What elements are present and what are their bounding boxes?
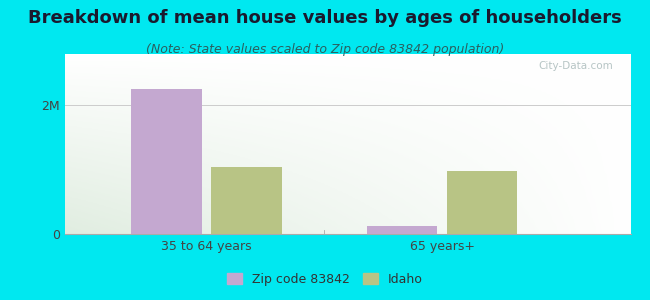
Legend: Zip code 83842, Idaho: Zip code 83842, Idaho (222, 268, 428, 291)
Bar (367, 226, 437, 234)
Text: City-Data.com: City-Data.com (539, 61, 614, 71)
Bar (447, 171, 517, 234)
Bar (211, 167, 281, 234)
Text: (Note: State values scaled to Zip code 83842 population): (Note: State values scaled to Zip code 8… (146, 44, 504, 56)
Bar (131, 89, 202, 234)
Text: Breakdown of mean house values by ages of householders: Breakdown of mean house values by ages o… (28, 9, 622, 27)
